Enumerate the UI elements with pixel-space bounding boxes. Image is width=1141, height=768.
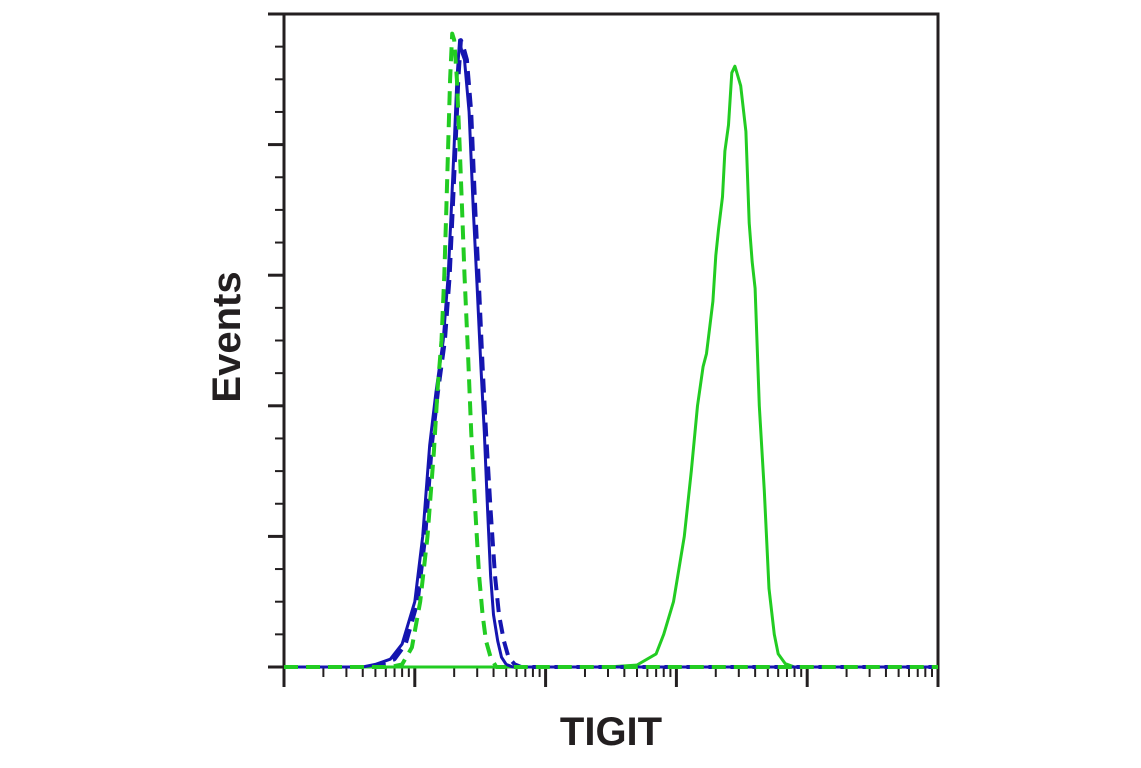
series-lines: [284, 31, 938, 669]
axis-ticks: [268, 12, 940, 687]
plot-border: [282, 12, 940, 669]
plot-frame: [282, 12, 940, 669]
series-line-2: [284, 38, 938, 669]
series-line-4: [284, 31, 938, 669]
series-line-1: [284, 64, 938, 669]
x-axis-label: TIGIT: [560, 710, 662, 754]
series-line-3: [284, 38, 938, 669]
y-axis-label: Events: [205, 271, 249, 402]
